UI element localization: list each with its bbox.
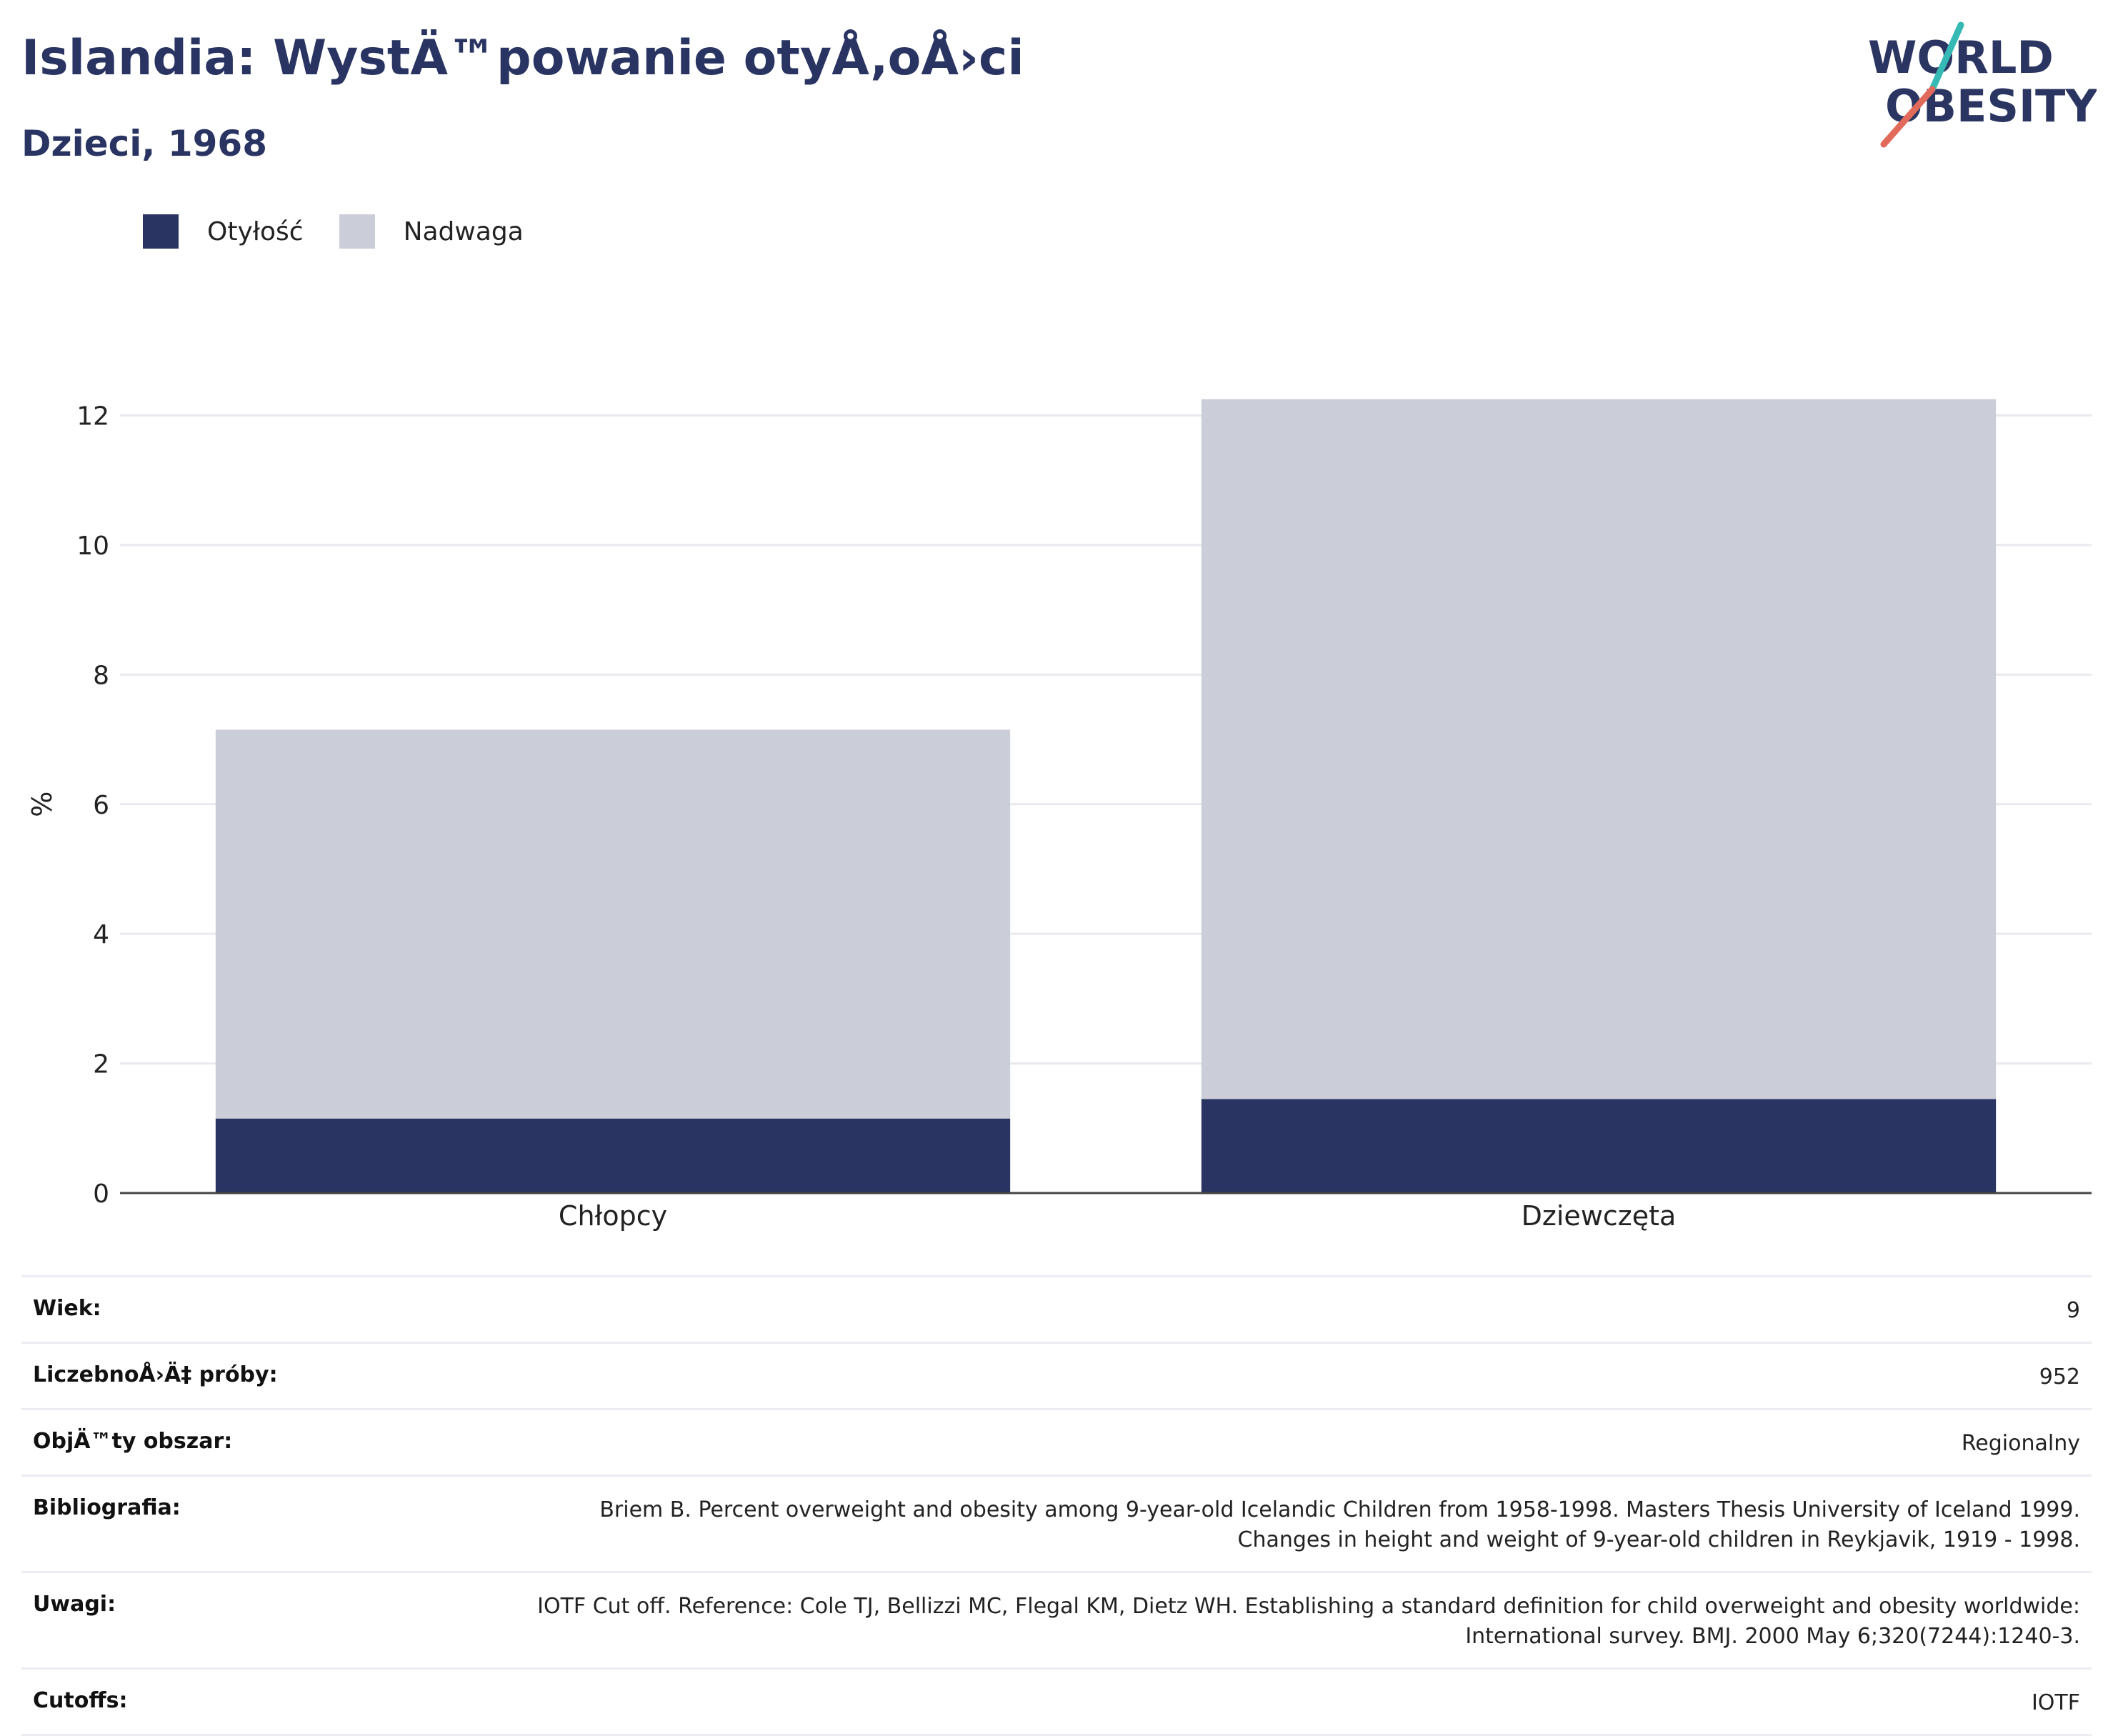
axes: 0 2 4 6 8 10 12% Chłopcy Dziewczęta [26,402,2092,1232]
info-table: Wiek: 9 LiczebnoÅ›Ä‡ próby: 952 ObjÄ™ty obsz… [21,1275,2092,1736]
info-row: Bibliografia: Briem B. Percent overweight… [21,1475,2092,1571]
chart-legend: Otyłość Nadwaga [143,213,559,250]
info-value: IOTF Cut off. Reference: Cole TJ, Belliz… [537,1594,2080,1649]
info-label: Uwagi: [33,1592,116,1617]
chart-title: Islandia: WystÄ™powanie otyÅ‚oÅ›ci [21,30,1024,86]
bar-obesity-1[interactable] [1201,1099,1997,1193]
x-tick-label: Dziewczęta [1522,1200,1677,1232]
logo-slash-teal [1929,21,1964,93]
info-label: Cutoffs: [33,1688,128,1713]
bar-chart: 0 2 4 6 8 10 12% Chłopcy Dziewczęta [26,399,2092,1232]
info-row: Uwagi: IOTF Cut off. Reference: Cole TJ, … [21,1571,2092,1667]
info-row: Cutoffs: IOTF [21,1667,2092,1736]
y-tick-label: 10 [76,532,109,561]
legend-label-obesity: Otyłość [207,216,304,246]
world-obesity-logo: WORLD OBESITY [1868,21,2097,148]
bar-obesity-0[interactable] [215,1118,1011,1193]
info-value: 9 [2066,1298,2080,1323]
info-row: Wiek: 9 [21,1275,2092,1342]
x-tick-label: Chłopcy [559,1200,667,1232]
bar-overweight-0[interactable] [215,729,1011,1119]
logo-slash-red [1880,86,1936,148]
legend-item-obesity[interactable]: Otyłość [143,214,304,249]
logo-line-world: WORLD [1868,31,2054,84]
legend-item-overweight[interactable]: Nadwaga [339,214,524,249]
info-label: Wiek: [33,1296,101,1321]
y-axis-title: % [26,792,58,817]
y-tick-label: 12 [76,402,109,431]
y-tick-label: 2 [93,1050,109,1079]
y-tick-label: 0 [93,1179,109,1209]
info-label: LiczebnoÅ›Ä‡ próby: [33,1362,278,1387]
bars [215,399,1997,1193]
y-tick-label: 6 [93,791,109,820]
y-tick-label: 8 [93,661,109,690]
info-row: ObjÄ™ty obszar: Regionalny [21,1408,2092,1475]
info-row: LiczebnoÅ›Ä‡ próby: 952 [21,1342,2092,1408]
info-value: IOTF [2031,1690,2080,1715]
chart-subtitle: Dzieci, 1968 [21,123,267,164]
info-label: ObjÄ™ty obszar: [33,1429,233,1454]
info-value: Regionalny [1961,1431,2080,1456]
info-label: Bibliografia: [33,1495,181,1520]
bar-overweight-1[interactable] [1201,399,1997,1099]
y-tick-label: 4 [93,920,109,949]
info-value: 952 [2039,1365,2080,1390]
info-value: Briem B. Percent overweight and obesity … [599,1497,2080,1552]
legend-swatch-obesity [143,214,179,249]
legend-swatch-overweight [339,214,375,249]
legend-label-overweight: Nadwaga [403,216,524,246]
